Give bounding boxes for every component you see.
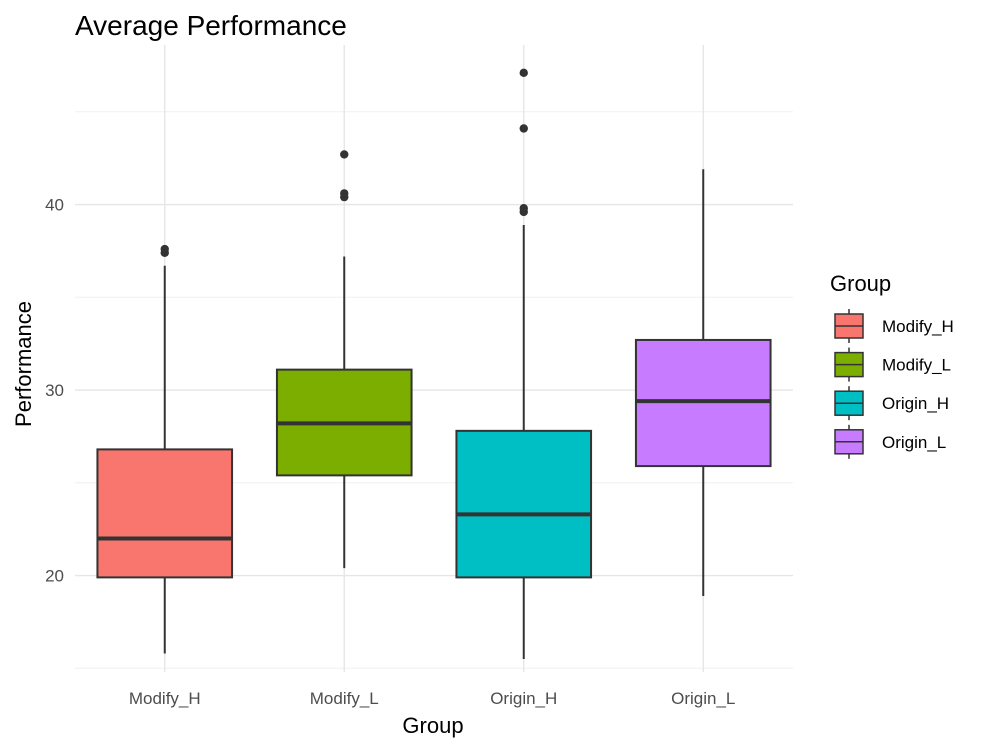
y-axis-title: Performance xyxy=(11,301,36,427)
outlier-point xyxy=(340,189,349,198)
x-axis: Modify_H Modify_L Origin_H Origin_L xyxy=(129,689,736,708)
box-body xyxy=(455,429,593,579)
outlier-point xyxy=(519,68,528,78)
legend-item: Modify_L xyxy=(834,347,951,382)
outlier-point xyxy=(519,124,528,133)
outlier-point xyxy=(519,204,528,213)
x-tick-label: Origin_L xyxy=(671,689,735,708)
y-tick-label: 40 xyxy=(45,196,64,215)
outlier-point xyxy=(160,244,169,254)
y-axis: 20 30 40 xyxy=(45,196,64,586)
legend: Group Modify_H Modify_L Origin_H Origin_L xyxy=(830,271,954,459)
box-origin-h xyxy=(455,68,593,660)
legend-item: Origin_H xyxy=(834,386,949,421)
outlier-point xyxy=(340,150,349,159)
legend-label: Modify_L xyxy=(882,356,951,375)
legend-item: Modify_H xyxy=(834,309,954,343)
legend-label: Modify_H xyxy=(882,317,954,336)
x-tick-label: Modify_H xyxy=(129,689,201,708)
box-origin-l xyxy=(634,169,772,596)
box-modify-l xyxy=(275,150,413,569)
legend-title: Group xyxy=(830,271,891,296)
x-axis-title: Group xyxy=(402,713,463,738)
chart-title: Average Performance xyxy=(75,10,347,41)
legend-item: Origin_L xyxy=(834,424,946,459)
y-tick-label: 20 xyxy=(45,567,64,586)
box-modify-h xyxy=(96,244,234,654)
legend-label: Origin_H xyxy=(882,394,949,413)
x-tick-label: Modify_L xyxy=(310,689,379,708)
legend-label: Origin_L xyxy=(882,433,946,452)
x-tick-label: Origin_H xyxy=(490,689,557,708)
box-body xyxy=(96,448,234,579)
y-tick-label: 30 xyxy=(45,381,64,400)
boxes xyxy=(96,68,772,660)
